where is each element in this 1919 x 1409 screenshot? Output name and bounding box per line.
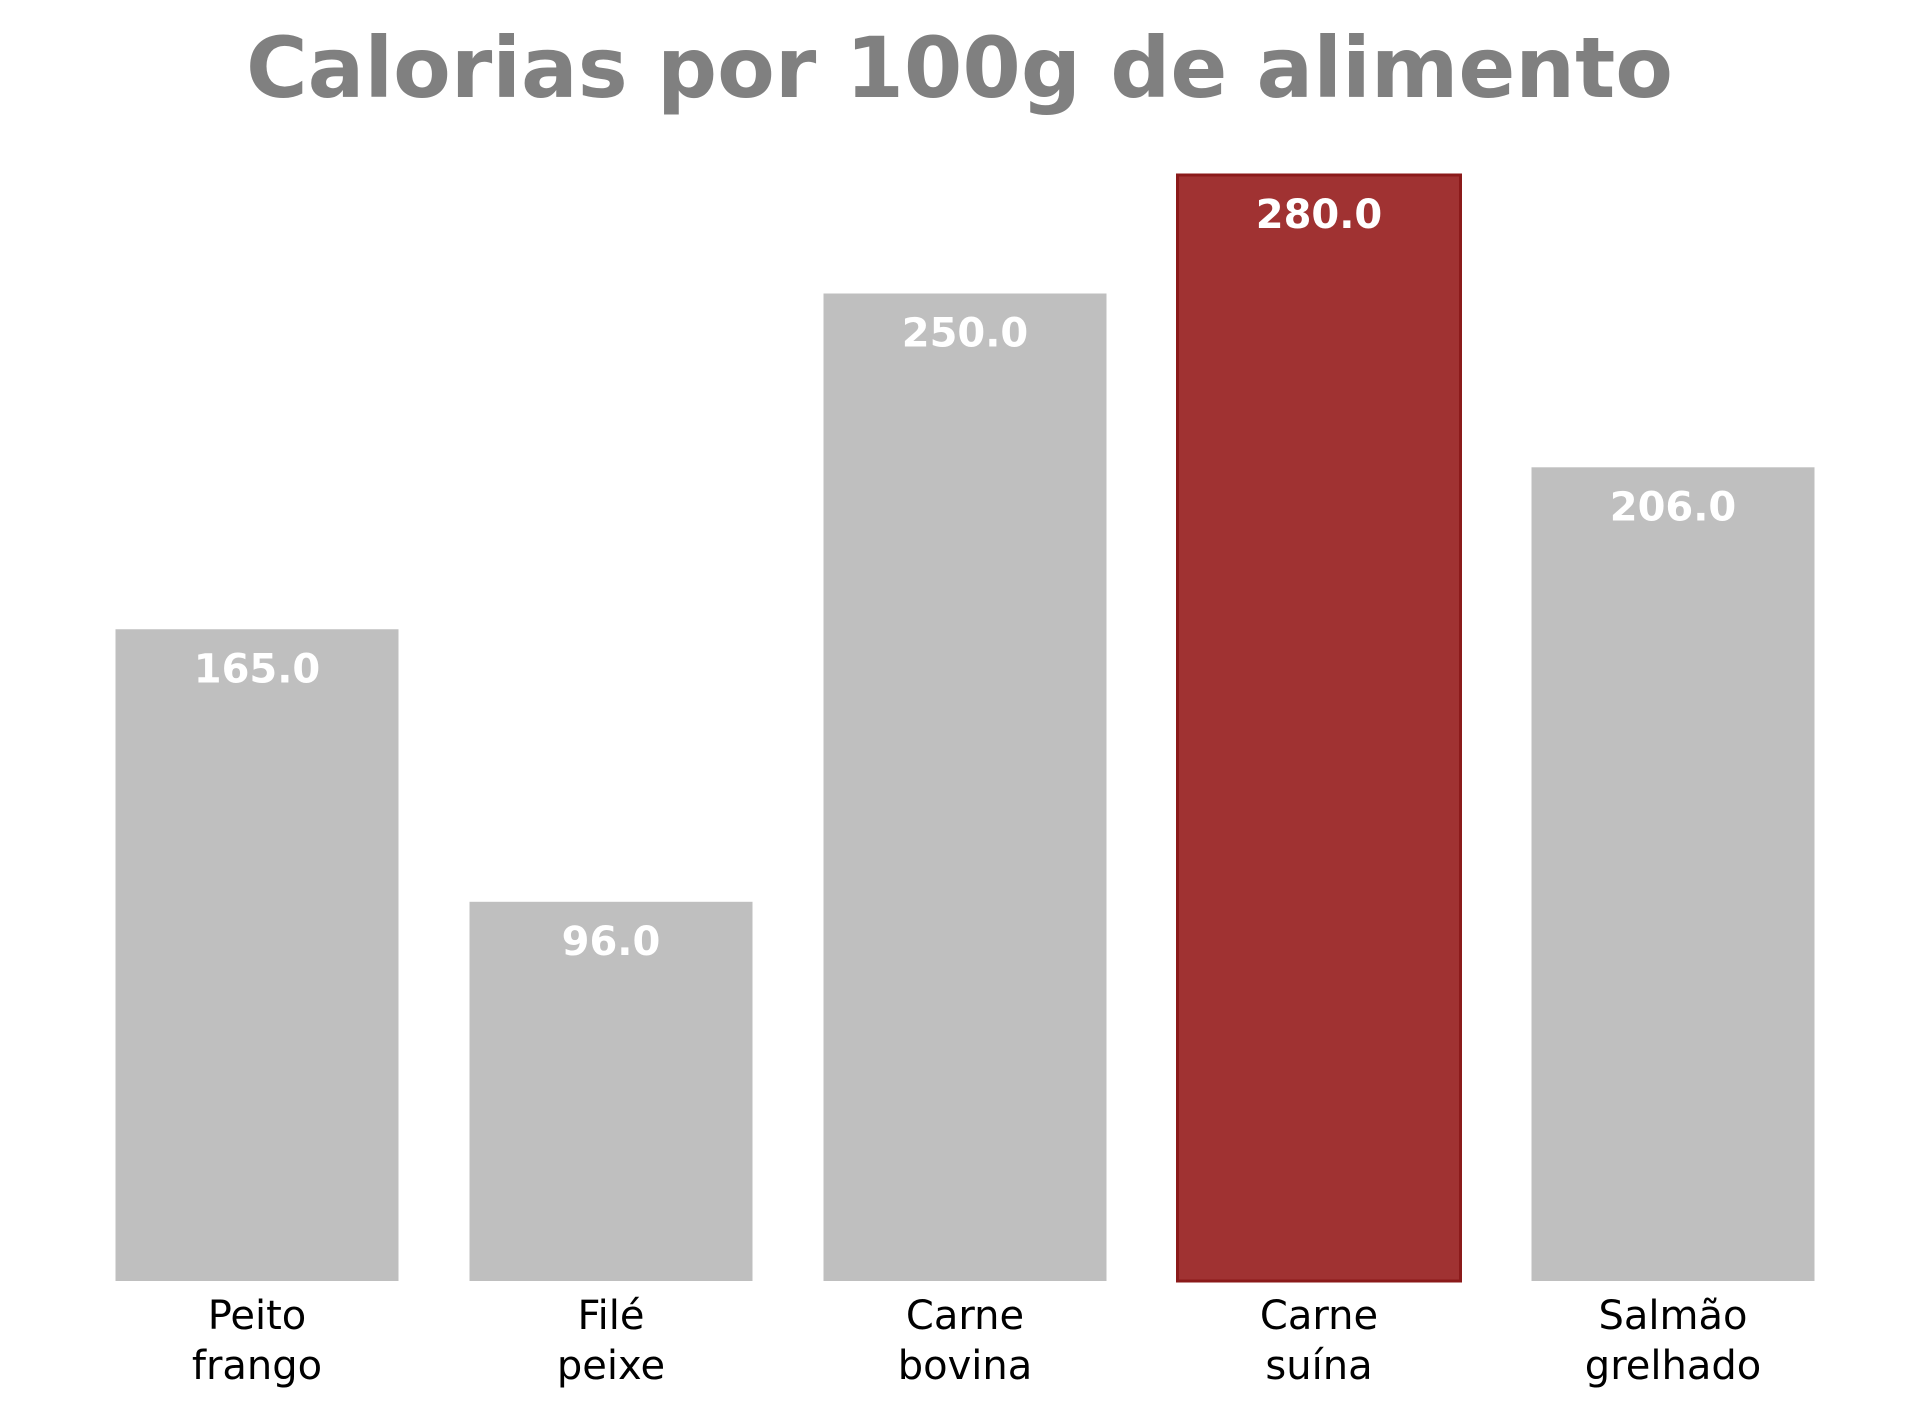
x-tick-labels: Peito frango Filé peixe Carne bovina Carne suín… [192,1293,1761,1389]
chart-title: Calorias por 100g de alimento [246,19,1673,117]
x-tick-label-4: Salmão grelhado [1585,1293,1761,1389]
bar-value-label-2: 250.0 [902,311,1029,357]
x-tick-label-0: Peito frango [192,1293,322,1389]
bar-value-label-0: 165.0 [194,646,321,692]
x-tick-label-3: Carne suína [1260,1293,1378,1389]
bar-4 [1531,467,1815,1281]
bar-value-label-1: 96.0 [562,919,661,965]
bar-3 [1176,173,1462,1283]
value-labels-layer: 165.0 96.0 250.0 280.0 206.0 [194,192,1737,965]
bar-value-label-3: 280.0 [1256,192,1383,238]
x-tick-label-1: Filé peixe [557,1293,665,1389]
bars-layer [115,173,1815,1283]
bar-value-label-4: 206.0 [1610,484,1737,530]
bar-1 [469,901,753,1281]
bar-2 [823,293,1107,1281]
bar-0 [115,629,399,1281]
x-tick-label-2: Carne bovina [898,1293,1033,1389]
